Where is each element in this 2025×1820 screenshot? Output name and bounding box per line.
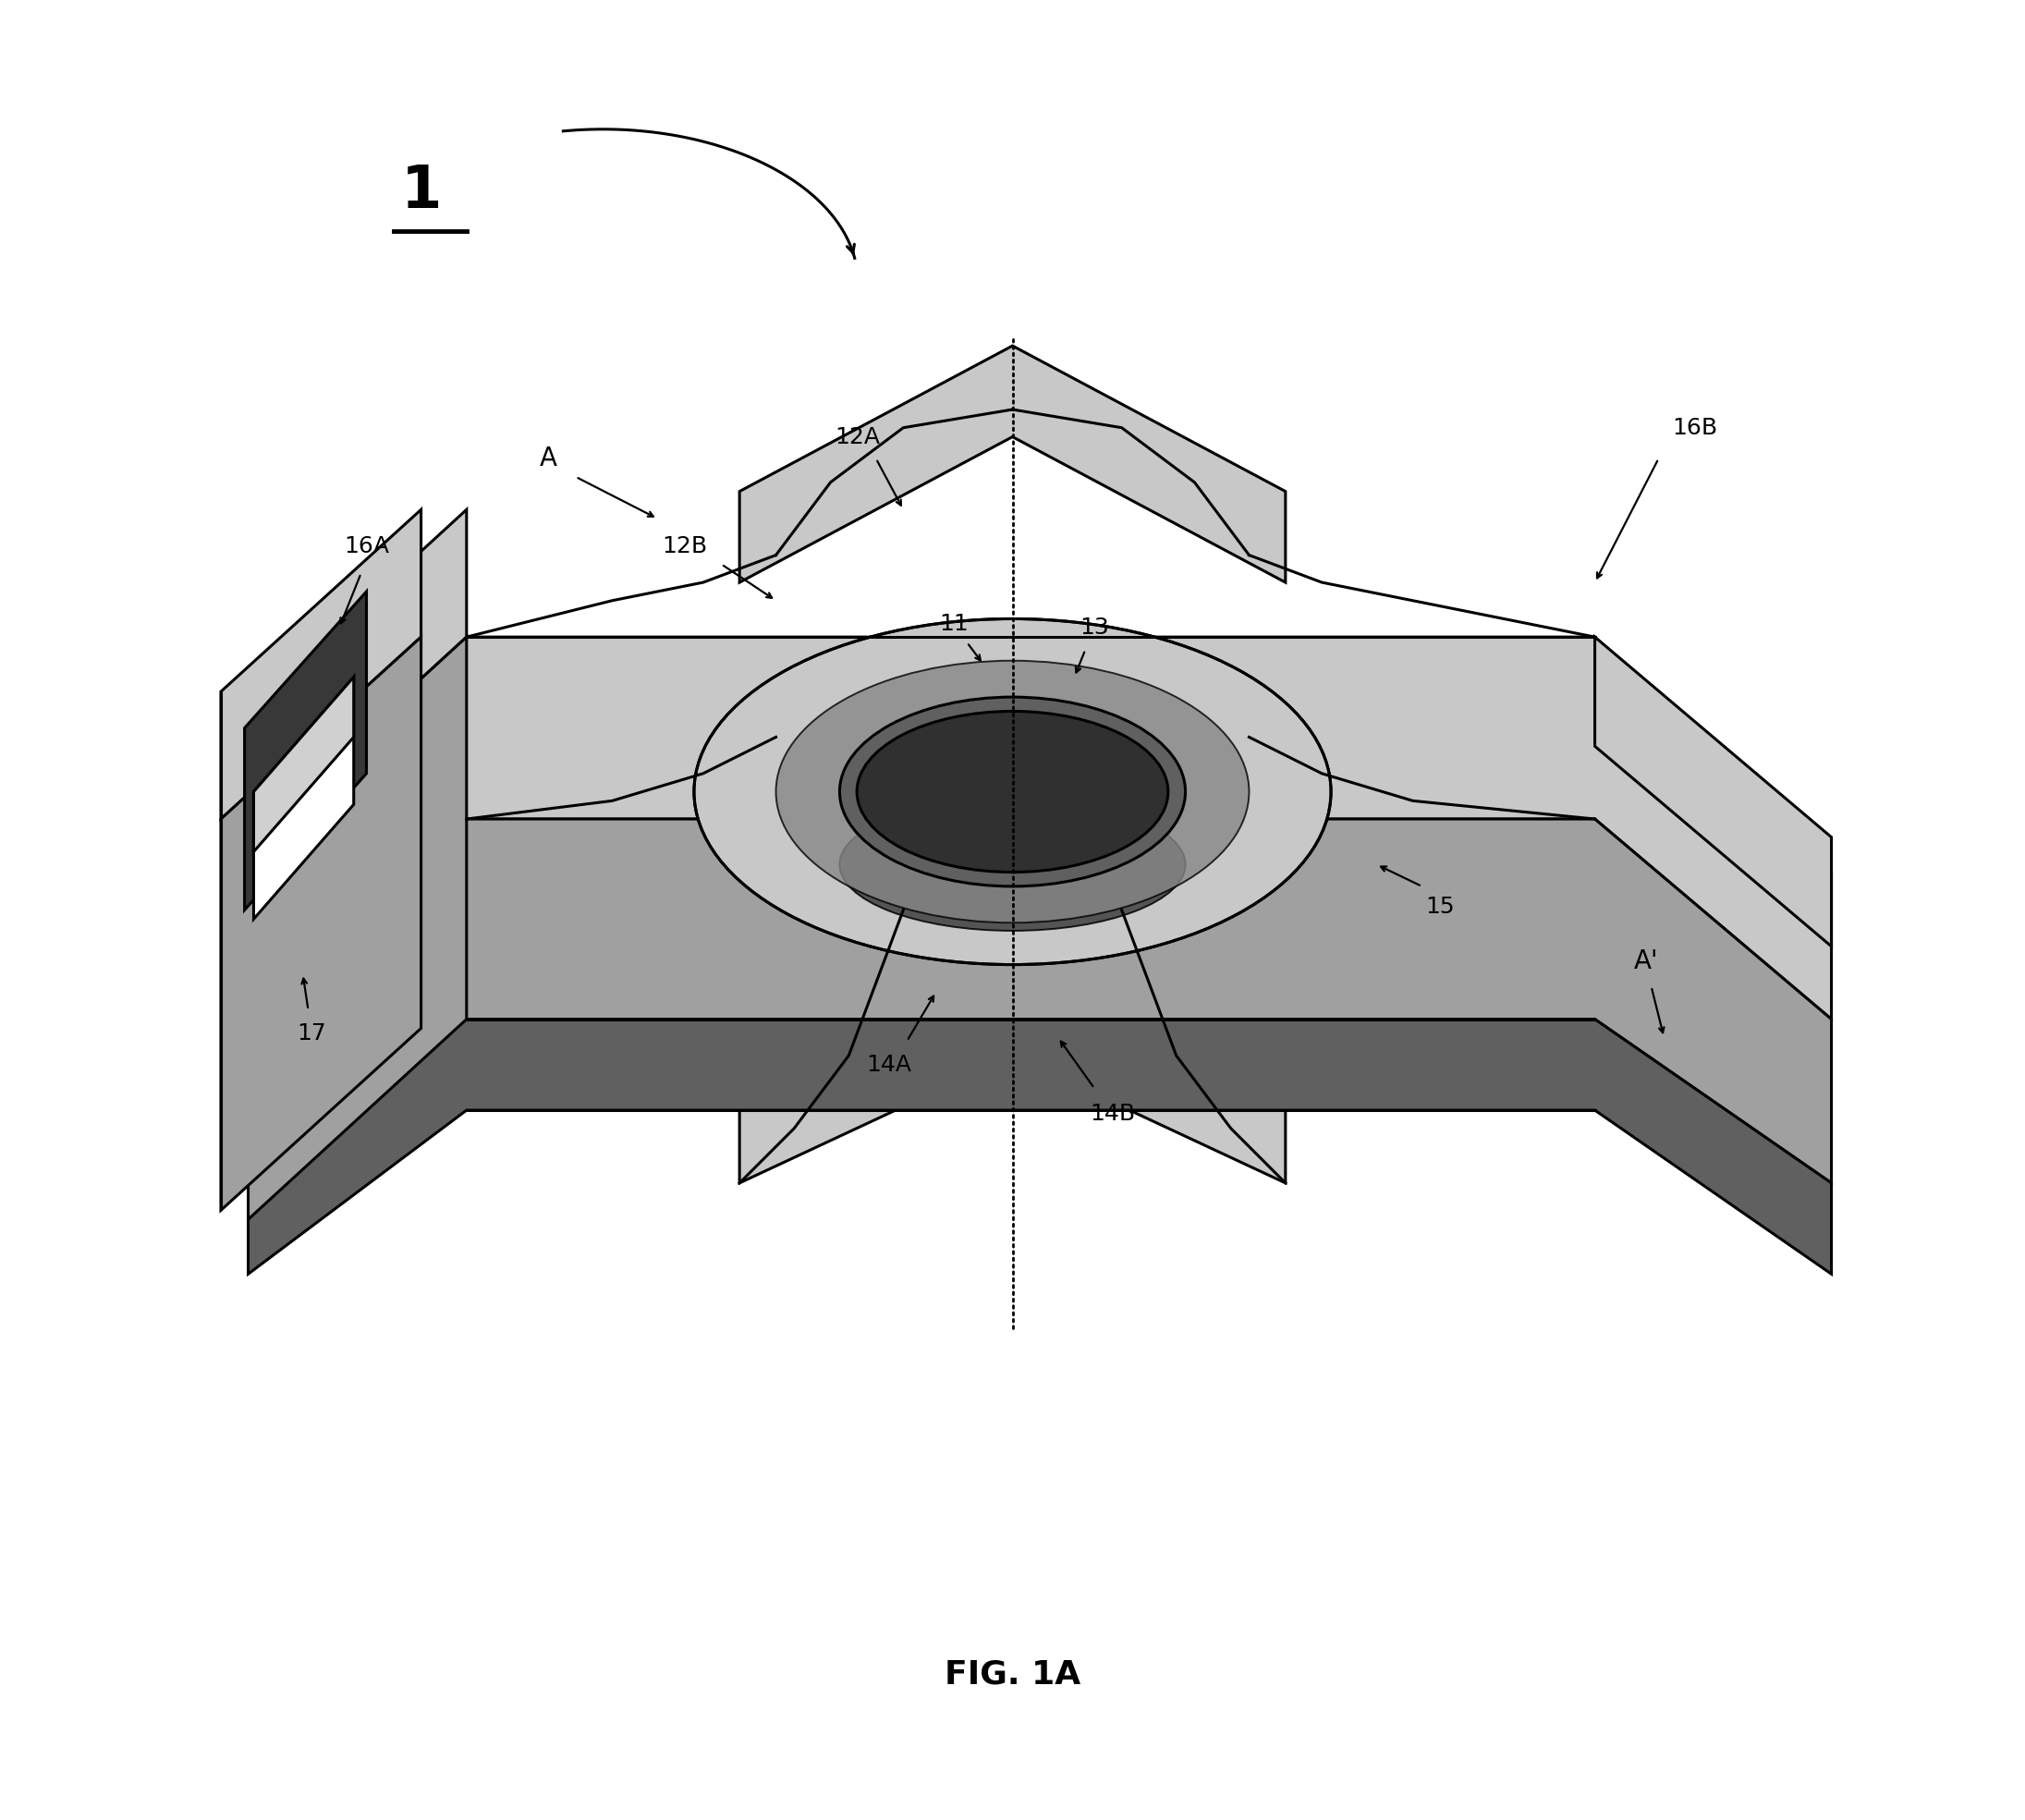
Text: 11: 11 — [940, 613, 968, 635]
Polygon shape — [249, 1019, 1831, 1274]
Polygon shape — [245, 592, 367, 910]
Ellipse shape — [776, 661, 1249, 923]
Polygon shape — [249, 637, 466, 1219]
Text: A: A — [541, 446, 557, 471]
Text: 17: 17 — [298, 1023, 326, 1045]
Ellipse shape — [857, 712, 1168, 872]
Text: 14B: 14B — [1089, 1103, 1136, 1125]
Text: 14A: 14A — [867, 1054, 911, 1076]
Ellipse shape — [695, 619, 1330, 965]
Polygon shape — [739, 346, 1286, 582]
Polygon shape — [249, 510, 466, 837]
Text: 15: 15 — [1426, 895, 1454, 917]
Polygon shape — [221, 510, 421, 819]
Polygon shape — [221, 637, 421, 1210]
Polygon shape — [249, 637, 1831, 1019]
Polygon shape — [1596, 637, 1831, 946]
Text: A': A' — [1634, 948, 1658, 974]
Text: 12A: 12A — [834, 426, 881, 448]
Text: 12B: 12B — [662, 535, 707, 557]
Ellipse shape — [840, 799, 1185, 930]
Ellipse shape — [840, 697, 1185, 886]
Polygon shape — [253, 677, 354, 852]
Text: 13: 13 — [1079, 617, 1110, 639]
Polygon shape — [253, 677, 354, 919]
Text: 1: 1 — [401, 162, 441, 220]
Text: 16A: 16A — [344, 535, 389, 557]
Text: FIG. 1A: FIG. 1A — [944, 1658, 1081, 1691]
Polygon shape — [249, 819, 1831, 1183]
Polygon shape — [739, 710, 1286, 1183]
Text: 16B: 16B — [1673, 417, 1717, 439]
